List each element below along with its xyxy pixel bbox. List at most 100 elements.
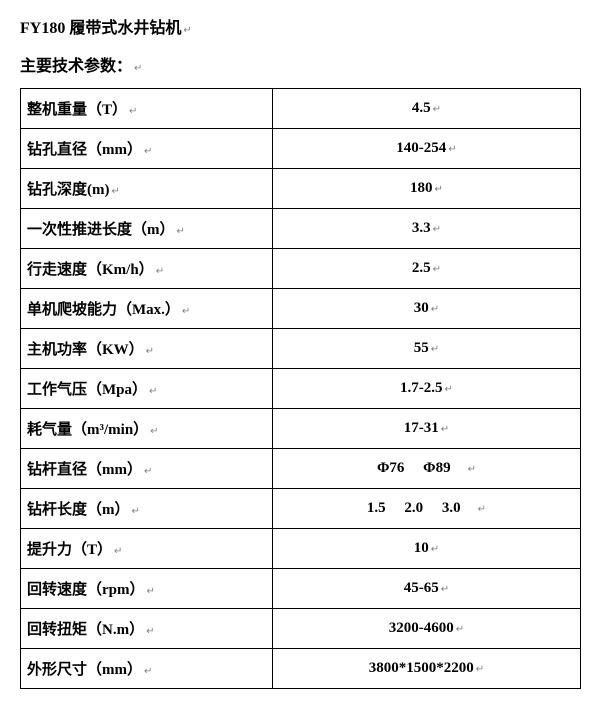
- param-label: 钻孔深度(m): [27, 182, 110, 198]
- table-row: 整机重量（T）↵4.5↵: [21, 89, 581, 129]
- param-value-cell: 30↵: [273, 289, 581, 329]
- param-label: 回转扭矩（N.m）: [27, 622, 144, 638]
- param-label-cell: 回转扭矩（N.m）↵: [21, 609, 273, 649]
- spec-table-body: 整机重量（T）↵4.5↵钻孔直径（mm）↵140-254↵钻孔深度(m)↵180…: [21, 89, 581, 689]
- param-label: 主机功率（KW）: [27, 342, 144, 358]
- param-label: 钻杆长度（m）: [27, 502, 130, 518]
- table-row: 钻孔深度(m)↵180↵: [21, 169, 581, 209]
- paragraph-mark-icon: ↵: [147, 586, 155, 597]
- param-label: 耗气量（m³/min）: [27, 422, 148, 438]
- param-value-cell: 55↵: [273, 329, 581, 369]
- param-value: 4.5: [412, 100, 431, 116]
- param-label-cell: 耗气量（m³/min）↵: [21, 409, 273, 449]
- param-label-cell: 回转速度（rpm）↵: [21, 569, 273, 609]
- param-value-cell: 1.7-2.5↵: [273, 369, 581, 409]
- param-label: 一次性推进长度（m）: [27, 222, 175, 238]
- param-value: 180: [410, 180, 433, 196]
- param-label: 外形尺寸（mm）: [27, 662, 142, 678]
- paragraph-mark-icon: ↵: [445, 384, 453, 395]
- param-label: 单机爬坡能力（Max.）: [27, 302, 180, 318]
- param-label-cell: 工作气压（Mpa）↵: [21, 369, 273, 409]
- param-label-cell: 外形尺寸（mm）↵: [21, 649, 273, 689]
- paragraph-mark-icon: ↵: [177, 226, 185, 237]
- param-value: 3800*1500*2200: [369, 660, 474, 676]
- table-row: 耗气量（m³/min）↵17-31↵: [21, 409, 581, 449]
- param-label-cell: 一次性推进长度（m）↵: [21, 209, 273, 249]
- table-row: 钻孔直径（mm）↵140-254↵: [21, 129, 581, 169]
- param-label-cell: 钻杆直径（mm）↵: [21, 449, 273, 489]
- table-row: 行走速度（Km/h）↵2.5↵: [21, 249, 581, 289]
- param-label: 回转速度（rpm）: [27, 582, 145, 598]
- param-label-cell: 整机重量（T）↵: [21, 89, 273, 129]
- document-title: FY180 履带式水井钻机↵: [20, 14, 581, 38]
- table-row: 钻杆长度（m）↵1.5 2.0 3.0 ↵: [21, 489, 581, 529]
- param-value-cell: 17-31↵: [273, 409, 581, 449]
- param-value-cell: 1.5 2.0 3.0 ↵: [273, 489, 581, 529]
- paragraph-mark-icon: ↵: [431, 544, 439, 555]
- paragraph-mark-icon: ↵: [431, 344, 439, 355]
- param-value: Φ76 Φ89: [377, 460, 466, 476]
- param-value: 55: [414, 340, 429, 356]
- param-value: 30: [414, 300, 429, 316]
- document-subtitle: 主要技术参数：↵: [20, 52, 581, 76]
- param-value-cell: 45-65↵: [273, 569, 581, 609]
- paragraph-mark-icon: ↵: [132, 506, 140, 517]
- paragraph-mark-icon: ↵: [468, 464, 476, 475]
- param-label-cell: 钻孔直径（mm）↵: [21, 129, 273, 169]
- param-label-cell: 单机爬坡能力（Max.）↵: [21, 289, 273, 329]
- paragraph-mark-icon: ↵: [156, 266, 164, 277]
- title-text: FY180 履带式水井钻机: [20, 20, 181, 37]
- subtitle-text: 主要技术参数：: [20, 58, 132, 75]
- param-value: 45-65: [404, 580, 439, 596]
- param-value-cell: 180↵: [273, 169, 581, 209]
- param-label: 行走速度（Km/h）: [27, 262, 154, 278]
- param-value-cell: 3.3↵: [273, 209, 581, 249]
- paragraph-mark-icon: ↵: [433, 224, 441, 235]
- paragraph-mark-icon: ↵: [183, 25, 191, 36]
- param-label-cell: 行走速度（Km/h）↵: [21, 249, 273, 289]
- paragraph-mark-icon: ↵: [182, 306, 190, 317]
- table-row: 工作气压（Mpa）↵1.7-2.5↵: [21, 369, 581, 409]
- paragraph-mark-icon: ↵: [114, 546, 122, 557]
- param-value: 10: [414, 540, 429, 556]
- param-value-cell: 2.5↵: [273, 249, 581, 289]
- spec-table: 整机重量（T）↵4.5↵钻孔直径（mm）↵140-254↵钻孔深度(m)↵180…: [20, 88, 581, 689]
- paragraph-mark-icon: ↵: [456, 624, 464, 635]
- param-label: 钻孔直径（mm）: [27, 142, 142, 158]
- param-value: 17-31: [404, 420, 439, 436]
- paragraph-mark-icon: ↵: [476, 664, 484, 675]
- param-label: 整机重量（T）: [27, 102, 127, 118]
- param-value-cell: 140-254↵: [273, 129, 581, 169]
- param-value: 3200-4600: [389, 620, 454, 636]
- param-label-cell: 钻杆长度（m）↵: [21, 489, 273, 529]
- param-value: 140-254: [396, 140, 446, 156]
- table-row: 单机爬坡能力（Max.）↵30↵: [21, 289, 581, 329]
- table-row: 外形尺寸（mm）↵3800*1500*2200↵: [21, 649, 581, 689]
- paragraph-mark-icon: ↵: [448, 144, 456, 155]
- paragraph-mark-icon: ↵: [129, 106, 137, 117]
- paragraph-mark-icon: ↵: [144, 666, 152, 677]
- param-value: 3.3: [412, 220, 431, 236]
- paragraph-mark-icon: ↵: [435, 184, 443, 195]
- paragraph-mark-icon: ↵: [149, 386, 157, 397]
- paragraph-mark-icon: ↵: [433, 264, 441, 275]
- param-value-cell: 3200-4600↵: [273, 609, 581, 649]
- paragraph-mark-icon: ↵: [144, 146, 152, 157]
- paragraph-mark-icon: ↵: [431, 304, 439, 315]
- param-value: 1.7-2.5: [400, 380, 443, 396]
- paragraph-mark-icon: ↵: [478, 504, 486, 515]
- paragraph-mark-icon: ↵: [433, 104, 441, 115]
- param-label: 工作气压（Mpa）: [27, 382, 147, 398]
- param-label-cell: 钻孔深度(m)↵: [21, 169, 273, 209]
- param-value-cell: Φ76 Φ89 ↵: [273, 449, 581, 489]
- table-row: 回转扭矩（N.m）↵3200-4600↵: [21, 609, 581, 649]
- paragraph-mark-icon: ↵: [150, 426, 158, 437]
- paragraph-mark-icon: ↵: [146, 346, 154, 357]
- param-value: 1.5 2.0 3.0: [367, 500, 476, 516]
- param-value-cell: 4.5↵: [273, 89, 581, 129]
- table-row: 一次性推进长度（m）↵3.3↵: [21, 209, 581, 249]
- paragraph-mark-icon: ↵: [144, 466, 152, 477]
- paragraph-mark-icon: ↵: [134, 63, 142, 74]
- param-value: 2.5: [412, 260, 431, 276]
- paragraph-mark-icon: ↵: [441, 424, 449, 435]
